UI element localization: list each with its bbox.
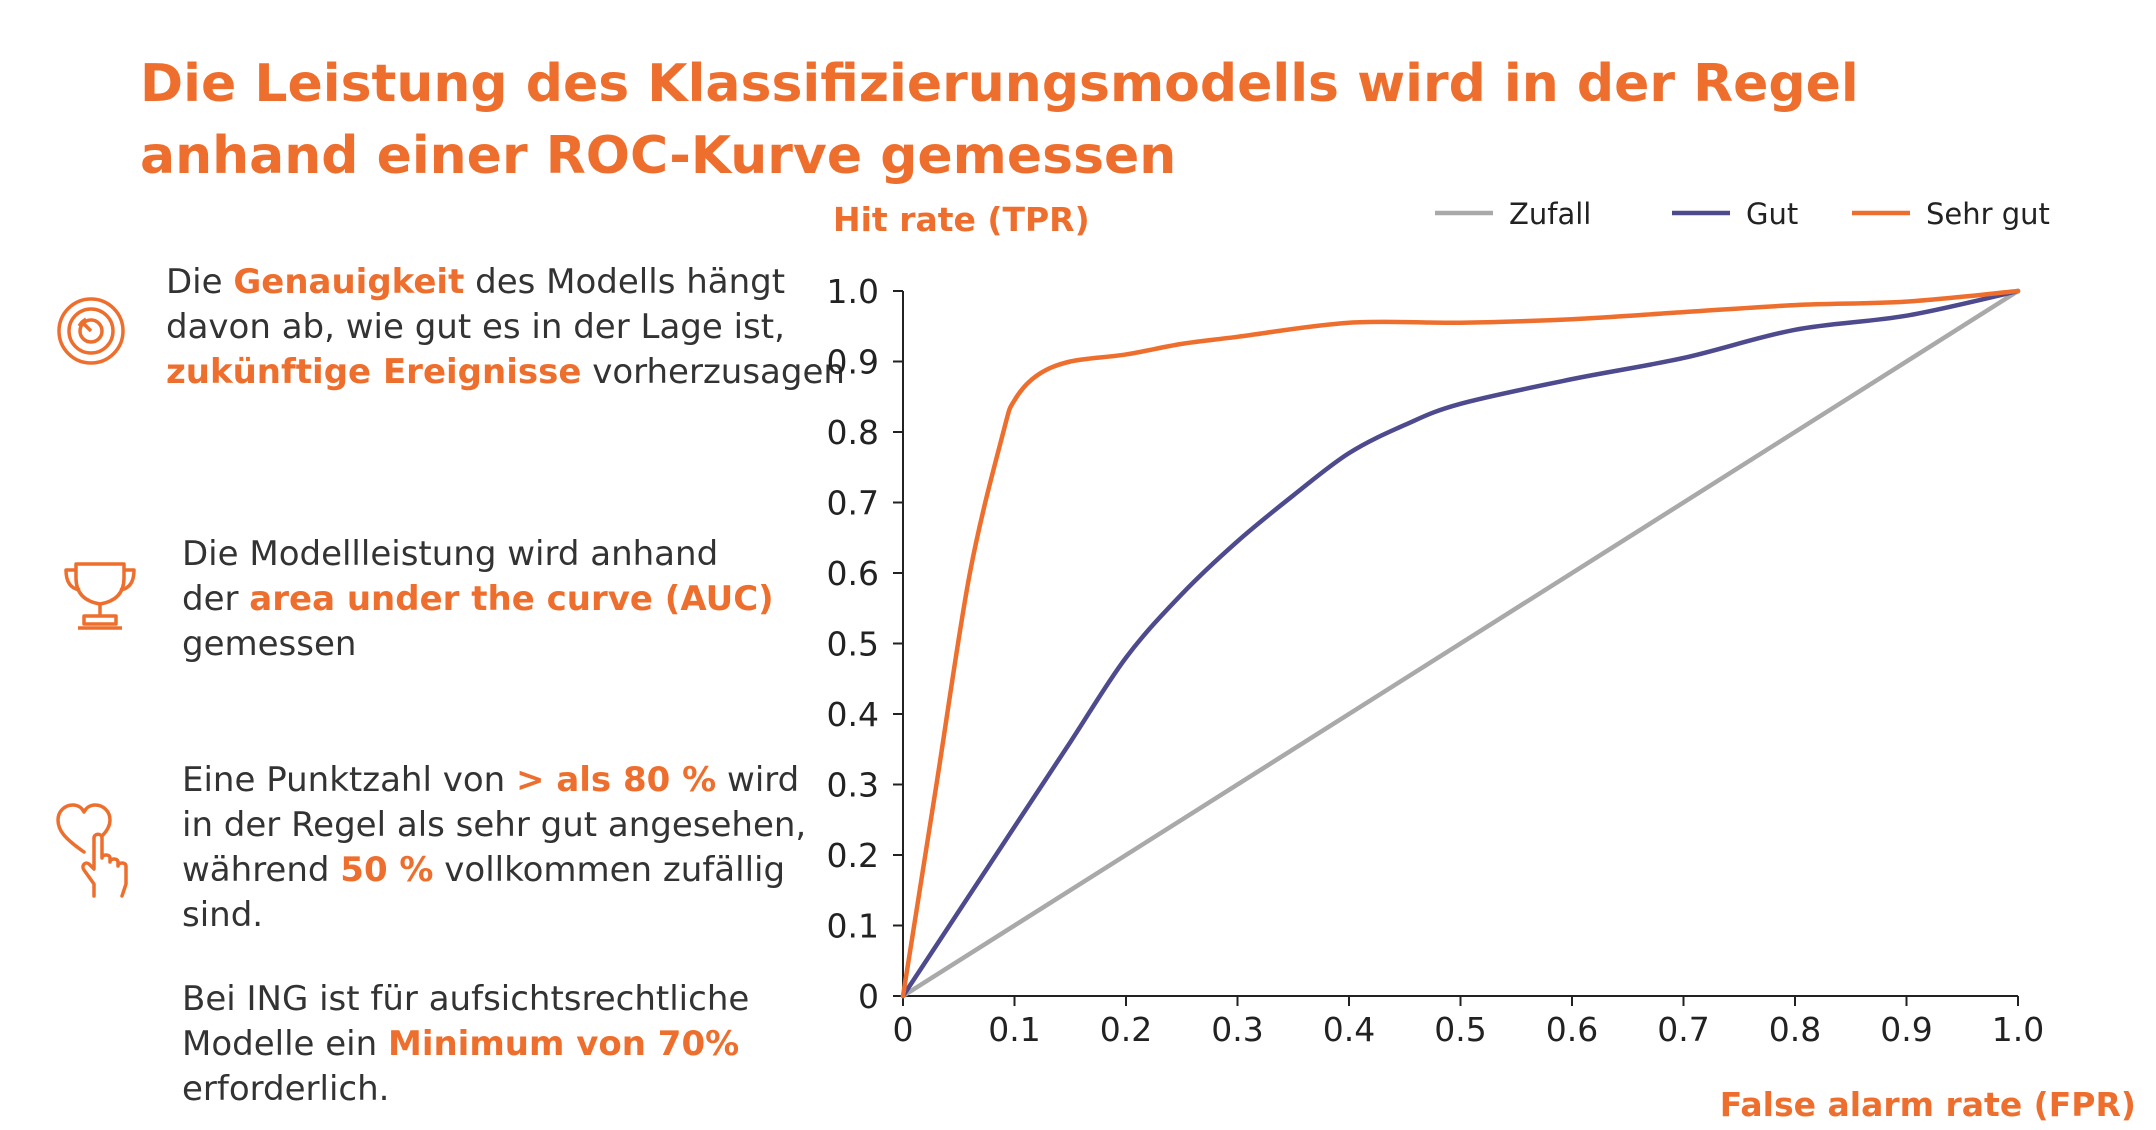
point-score: Eine Punktzahl von > als 80 % wird in der… (182, 758, 806, 938)
point-accuracy: Die Genauigkeit des Modells hängt davon a… (166, 260, 845, 395)
x-tick-label: 0.1 (988, 1010, 1040, 1049)
y-tick-label: 0.8 (827, 413, 879, 452)
text-line: Modelle ein Minimum von 70% (182, 1022, 749, 1067)
y-tick-label: 1.0 (827, 272, 879, 311)
body-text: während (182, 850, 341, 890)
text-line: Die Genauigkeit des Modells hängt (166, 260, 845, 305)
y-tick-label: 0.1 (827, 907, 879, 946)
text-line: sind. (182, 893, 806, 938)
y-tick-label: 0.3 (827, 766, 879, 805)
legend-label: Sehr gut (1926, 197, 2050, 231)
text-line: zukünftige Ereignisse vorherzusagen (166, 350, 845, 395)
x-tick-label: 0.5 (1434, 1010, 1486, 1049)
highlight-text: area under the curve (AUC) (249, 579, 774, 619)
y-tick-label: 0.5 (827, 625, 879, 664)
y-axis-label: Hit rate (TPR) (833, 200, 1090, 239)
series-line-zufall (900, 288, 2021, 999)
y-tick-label: 0.2 (827, 836, 879, 875)
text-line: gemessen (182, 622, 774, 667)
heart-hand-icon (56, 803, 128, 898)
x-tick-label: 0.8 (1769, 1010, 1821, 1049)
highlight-text: Minimum von 70% (387, 1024, 740, 1064)
body-text: vollkommen zufällig (433, 850, 786, 890)
series-line-gut (900, 288, 2021, 999)
text-line: der area under the curve (AUC) (182, 577, 774, 622)
body-text: Eine Punktzahl von (182, 760, 516, 800)
body-text: sind. (182, 895, 264, 935)
y-tick-label: 0.4 (827, 695, 879, 734)
text-line: davon ab, wie gut es in der Lage ist, (166, 305, 845, 350)
target-icon (57, 297, 125, 365)
body-text: in der Regel als sehr gut angesehen, (182, 805, 807, 845)
legend-label: Zufall (1509, 197, 1591, 231)
x-tick-label: 1.0 (1992, 1010, 2044, 1049)
body-text: Die (166, 262, 234, 302)
body-text: Modelle ein (182, 1024, 388, 1064)
body-text: vorherzusagen (581, 352, 845, 392)
x-tick-label: 0.2 (1100, 1010, 1152, 1049)
body-text: gemessen (182, 624, 357, 664)
highlight-text: > als 80 % (516, 760, 717, 800)
body-text: davon ab, wie gut es in der Lage ist, (166, 307, 785, 347)
point-ing-minimum: Bei ING ist für aufsichtsrechtliche Model… (182, 977, 749, 1112)
trophy-icon (64, 562, 136, 630)
text-line: Bei ING ist für aufsichtsrechtliche (182, 977, 749, 1022)
body-text: erforderlich. (182, 1069, 390, 1109)
body-text: Die Modellleistung wird anhand (182, 534, 719, 574)
text-line: während 50 % vollkommen zufällig (182, 848, 806, 893)
page-title: Die Leistung des Klassifizierungsmodells… (140, 54, 1859, 186)
text-line: Eine Punktzahl von > als 80 % wird (182, 758, 806, 803)
body-text: wird (716, 760, 800, 800)
text-line: in der Regel als sehr gut angesehen, (182, 803, 806, 848)
y-tick-label: 0 (858, 977, 879, 1016)
x-tick-label: 0 (893, 1010, 914, 1049)
x-tick-label: 0.3 (1211, 1010, 1263, 1049)
body-text: des Modells hängt (464, 262, 786, 302)
x-tick-label: 0.4 (1323, 1010, 1375, 1049)
highlight-text: Genauigkeit (233, 262, 465, 302)
series-line-sehr-gut (900, 288, 2021, 999)
x-axis-label: False alarm rate (FPR) (1720, 1085, 2136, 1124)
y-tick-label: 0.7 (827, 484, 879, 523)
x-tick-label: 0.6 (1546, 1010, 1598, 1049)
legend-label: Gut (1746, 197, 1798, 231)
point-auc: Die Modellleistung wird anhand der area u… (182, 532, 774, 667)
text-line: erforderlich. (182, 1067, 749, 1112)
x-tick-label: 0.9 (1880, 1010, 1932, 1049)
y-tick-label: 0.9 (827, 343, 879, 382)
highlight-text: zukünftige Ereignisse (166, 352, 582, 392)
y-tick-label: 0.6 (827, 554, 879, 593)
x-tick-label: 0.7 (1657, 1010, 1709, 1049)
body-text: Bei ING ist für aufsichtsrechtliche (182, 979, 750, 1019)
highlight-text: 50 % (340, 850, 434, 890)
body-text: der (182, 579, 250, 619)
text-line: Die Modellleistung wird anhand (182, 532, 774, 577)
